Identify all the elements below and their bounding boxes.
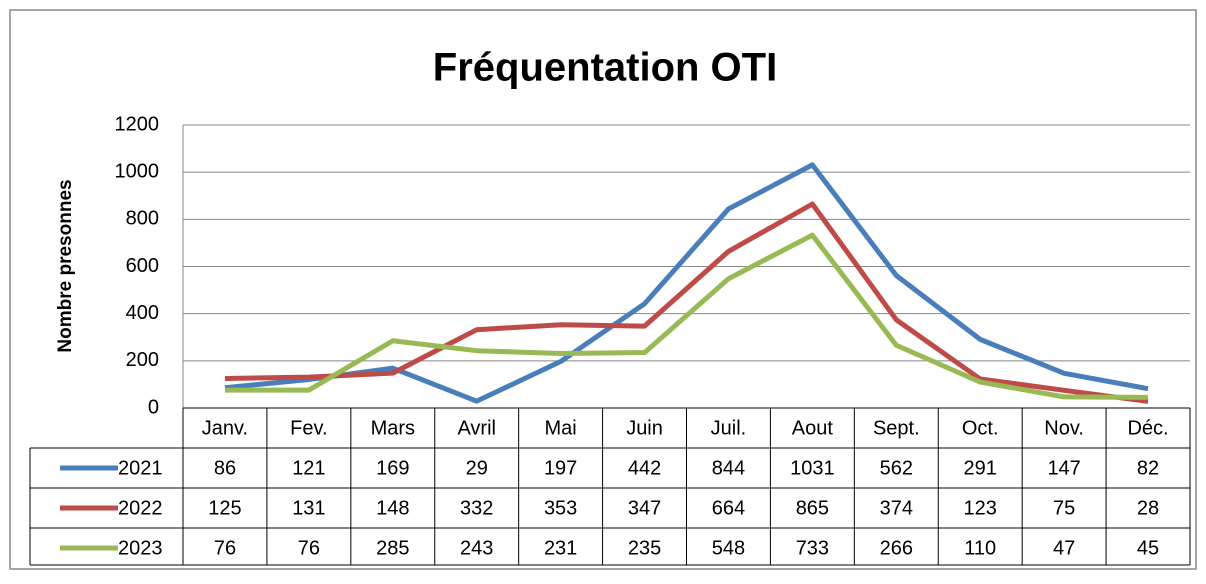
- table-value: 266: [880, 537, 913, 559]
- legend-label: 2022: [118, 497, 163, 519]
- table-value: 28: [1137, 497, 1159, 519]
- table-value: 733: [796, 537, 829, 559]
- table-value: 45: [1137, 537, 1159, 559]
- table-value: 347: [628, 497, 661, 519]
- x-tick-label: Déc.: [1127, 417, 1168, 439]
- y-tick-label: 1200: [115, 113, 160, 135]
- table-value: 865: [796, 497, 829, 519]
- y-tick-label: 200: [126, 349, 159, 371]
- x-tick-label: Avril: [457, 417, 496, 439]
- y-tick-label: 0: [148, 396, 159, 418]
- table-value: 148: [376, 497, 409, 519]
- table-value: 562: [880, 457, 913, 479]
- x-tick-label: Juil.: [711, 417, 747, 439]
- table-value: 374: [880, 497, 913, 519]
- table-value: 332: [460, 497, 493, 519]
- y-tick-label: 600: [126, 255, 159, 277]
- table-value: 235: [628, 537, 661, 559]
- table-value: 442: [628, 457, 661, 479]
- table-value: 147: [1047, 457, 1080, 479]
- table-value: 844: [712, 457, 745, 479]
- table-value: 1031: [790, 457, 835, 479]
- table-value: 243: [460, 537, 493, 559]
- table-value: 29: [466, 457, 488, 479]
- y-tick-label: 800: [126, 208, 159, 230]
- table-value: 125: [208, 497, 241, 519]
- table-value: 169: [376, 457, 409, 479]
- table-value: 110: [964, 537, 996, 559]
- table-value: 47: [1053, 537, 1075, 559]
- table-value: 75: [1053, 497, 1075, 519]
- legend-label: 2023: [118, 537, 163, 559]
- y-tick-label: 400: [126, 302, 159, 324]
- chart-title: Fréquentation OTI: [433, 46, 777, 90]
- series-line: [224, 201, 1149, 404]
- table-value: 131: [292, 497, 325, 519]
- x-tick-label: Fev.: [290, 417, 327, 439]
- x-tick-label: Juin: [626, 417, 663, 439]
- table-value: 86: [214, 457, 236, 479]
- table-value: 76: [298, 537, 320, 559]
- y-axis-label: Nombre presonnes: [55, 179, 76, 352]
- table-value: 231: [544, 537, 577, 559]
- table-value: 291: [964, 457, 997, 479]
- x-tick-label: Oct.: [962, 417, 999, 439]
- table-value: 121: [292, 457, 325, 479]
- table-value: 82: [1137, 457, 1159, 479]
- table-value: 285: [376, 537, 409, 559]
- x-tick-label: Sept.: [873, 417, 920, 439]
- table-value: 664: [712, 497, 745, 519]
- series-line: [224, 162, 1149, 404]
- series-line: [224, 232, 1149, 400]
- x-tick-label: Aout: [792, 417, 834, 439]
- x-tick-label: Nov.: [1044, 417, 1084, 439]
- table-value: 76: [214, 537, 236, 559]
- y-tick-label: 1000: [115, 160, 160, 182]
- table-value: 197: [544, 457, 577, 479]
- x-tick-label: Janv.: [202, 417, 248, 439]
- table-value: 123: [964, 497, 997, 519]
- x-tick-label: Mars: [371, 417, 415, 439]
- x-tick-label: Mai: [545, 417, 577, 439]
- legend-label: 2021: [118, 457, 163, 479]
- table-value: 353: [544, 497, 577, 519]
- table-value: 548: [712, 537, 745, 559]
